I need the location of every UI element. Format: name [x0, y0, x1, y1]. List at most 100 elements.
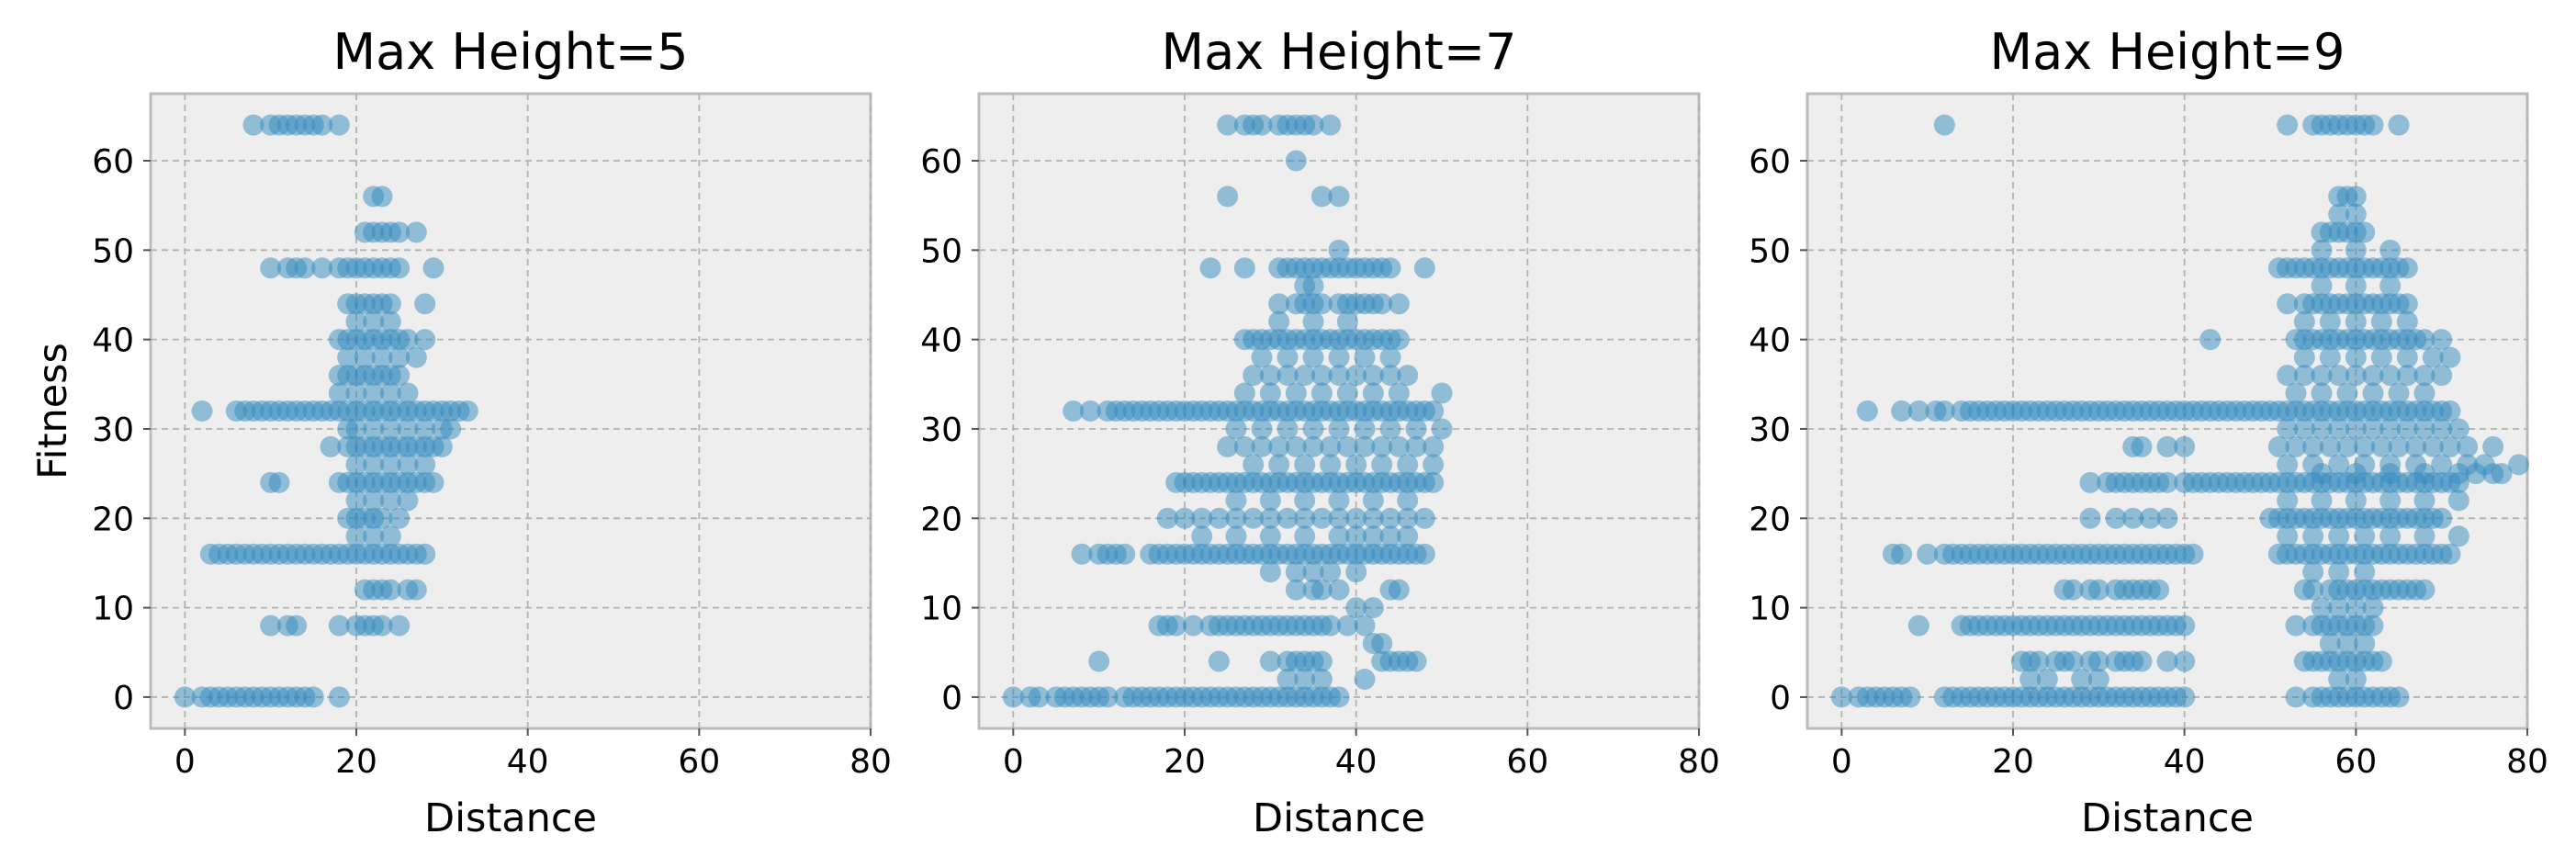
- y-axis-ticks: 0 10 20 30 40 50 60: [92, 143, 151, 717]
- data-point: [2396, 418, 2418, 440]
- data-point: [2302, 561, 2324, 583]
- data-point: [2302, 435, 2324, 457]
- data-point: [2439, 435, 2461, 457]
- data-point: [2396, 257, 2418, 279]
- data-point: [2277, 365, 2299, 387]
- data-point: [2087, 650, 2109, 672]
- x-axis-ticks: 0 20 40 60 80: [1831, 728, 2548, 781]
- data-point: [2345, 668, 2367, 690]
- data-point: [1388, 579, 1410, 601]
- x-tick-label: 60: [1506, 743, 1548, 781]
- data-point: [2062, 579, 2084, 601]
- data-point: [1294, 525, 1316, 547]
- data-point: [2362, 382, 2384, 404]
- data-point: [1310, 382, 1333, 404]
- x-tick-label: 20: [1164, 743, 1206, 781]
- data-point: [1388, 435, 1410, 457]
- data-point: [1302, 275, 1324, 297]
- data-point: [2362, 614, 2384, 637]
- data-point: [2345, 365, 2367, 387]
- y-tick-label: 50: [1749, 232, 1791, 270]
- data-point: [2473, 454, 2495, 476]
- data-point: [379, 579, 401, 601]
- y-tick-label: 30: [92, 411, 134, 449]
- data-point: [2431, 507, 2453, 529]
- data-point: [456, 400, 478, 422]
- data-point: [1405, 435, 1427, 457]
- x-tick-label: 80: [849, 743, 892, 781]
- data-point: [414, 293, 436, 315]
- data-point: [2087, 668, 2109, 690]
- subplot-max-height-5: Max Height=5 Distance Fitness 0 20 40 60 800…: [30, 23, 892, 841]
- data-point: [268, 471, 290, 493]
- data-point: [2311, 418, 2333, 440]
- data-point: [1294, 490, 1316, 512]
- data-point: [1405, 650, 1427, 672]
- data-point: [2311, 365, 2333, 387]
- data-point: [363, 310, 385, 333]
- data-point: [1345, 507, 1367, 529]
- data-point: [2370, 310, 2392, 333]
- data-point: [388, 257, 411, 279]
- subplot-title: Max Height=7: [1162, 23, 1517, 81]
- data-point: [1362, 382, 1384, 404]
- data-point: [2379, 454, 2402, 476]
- data-point: [2267, 435, 2289, 457]
- x-axis-ticks: 0 20 40 60 80: [1003, 728, 1720, 781]
- data-point: [1917, 543, 1939, 565]
- data-point: [2174, 614, 2196, 637]
- data-point: [2439, 400, 2461, 422]
- data-point: [1294, 507, 1316, 529]
- data-point: [2396, 346, 2418, 368]
- data-point: [1379, 525, 1401, 547]
- data-point: [1354, 668, 1376, 690]
- data-point: [1310, 186, 1333, 208]
- data-point: [260, 257, 282, 279]
- x-tick-label: 20: [1992, 743, 2034, 781]
- data-point: [2285, 686, 2307, 708]
- data-point: [1336, 310, 1358, 333]
- data-point: [328, 382, 350, 404]
- data-point: [2447, 490, 2469, 512]
- y-tick-label: 40: [1749, 322, 1791, 360]
- data-point: [379, 525, 401, 547]
- data-point: [1345, 525, 1367, 547]
- data-point: [2328, 454, 2350, 476]
- data-point: [2345, 310, 2367, 333]
- data-point: [345, 310, 367, 333]
- data-point: [397, 490, 419, 512]
- data-point: [1277, 365, 1299, 387]
- scatter-series: [1830, 114, 2530, 708]
- data-point: [2293, 310, 2315, 333]
- data-point: [1907, 614, 1929, 637]
- data-point: [2405, 435, 2427, 457]
- x-tick-label: 20: [335, 743, 377, 781]
- data-point: [1285, 382, 1307, 404]
- data-point: [379, 293, 401, 315]
- data-point: [1310, 579, 1333, 601]
- data-point: [1079, 400, 1101, 422]
- data-point: [1933, 400, 1955, 422]
- data-point: [2062, 650, 2084, 672]
- data-point: [414, 418, 436, 440]
- data-point: [2379, 239, 2402, 261]
- data-point: [1362, 597, 1384, 619]
- data-point: [1328, 365, 1350, 387]
- data-point: [2293, 365, 2315, 387]
- data-point: [1371, 293, 1393, 315]
- data-point: [1328, 186, 1350, 208]
- data-point: [1328, 418, 1350, 440]
- y-tick-label: 20: [1749, 501, 1791, 538]
- data-point: [2482, 435, 2504, 457]
- data-point: [2345, 490, 2367, 512]
- x-tick-label: 60: [678, 743, 720, 781]
- data-point: [1259, 490, 1281, 512]
- data-point: [363, 454, 385, 476]
- data-point: [1114, 543, 1136, 565]
- data-point: [1225, 418, 1247, 440]
- data-point: [1268, 310, 1290, 333]
- data-point: [260, 614, 282, 637]
- data-point: [1431, 418, 1453, 440]
- data-point: [2319, 435, 2341, 457]
- data-point: [1251, 346, 1273, 368]
